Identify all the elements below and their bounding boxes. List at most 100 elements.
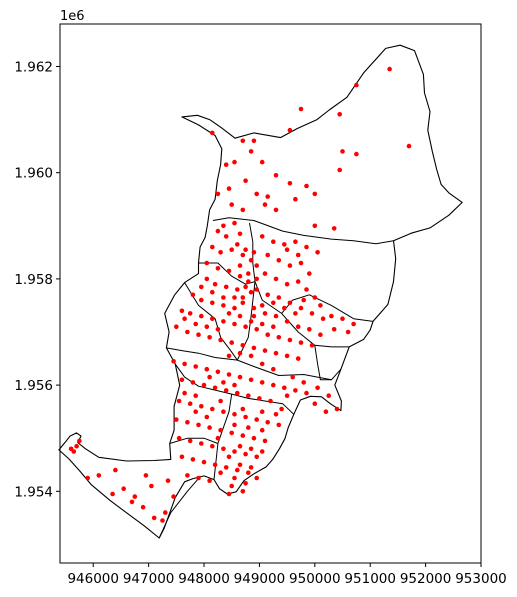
x-tick-label: 950000 [289, 571, 341, 587]
data-point [312, 191, 318, 197]
data-point [262, 202, 268, 207]
data-point [215, 369, 221, 375]
x-tick-label: 951000 [344, 571, 396, 587]
data-point [182, 390, 187, 396]
y-axis: 1.954 1.956 1.958 1.960 1.962 [14, 59, 60, 500]
internal-boundary-1 [212, 217, 394, 245]
data-point [201, 459, 207, 465]
data-point [340, 149, 345, 154]
data-point [240, 252, 246, 258]
data-point [232, 220, 237, 226]
data-point [171, 358, 176, 364]
data-point [337, 112, 343, 117]
data-point [276, 258, 282, 263]
data-point [182, 316, 187, 322]
data-point [387, 66, 392, 72]
data-point [237, 350, 243, 356]
data-point [210, 244, 215, 250]
data-point [207, 478, 212, 484]
y-tick-label: 1.956 [14, 378, 53, 394]
data-point [354, 151, 359, 157]
data-point [185, 473, 190, 478]
data-point [248, 353, 254, 359]
data-point [301, 297, 307, 303]
data-point [193, 409, 198, 415]
y-tick-label: 1.954 [14, 484, 53, 500]
data-point [204, 324, 210, 330]
data-point [240, 343, 246, 348]
data-point [295, 324, 301, 330]
data-point [232, 159, 237, 165]
data-point [293, 196, 298, 202]
x-tick-label: 949000 [234, 571, 286, 587]
data-point [210, 289, 215, 295]
data-point [262, 438, 268, 444]
data-point [243, 324, 248, 330]
y-tick-label: 1.960 [14, 166, 53, 182]
data-point [232, 475, 237, 481]
data-point [282, 385, 287, 391]
data-point [199, 297, 204, 303]
data-point [312, 295, 318, 300]
data-point [273, 207, 279, 213]
data-point [248, 446, 254, 452]
data-point [259, 234, 265, 239]
data-point [237, 374, 243, 380]
data-point [210, 406, 215, 412]
data-point [199, 313, 204, 319]
data-point [210, 443, 215, 449]
data-point [235, 390, 240, 396]
data-point [304, 183, 309, 189]
data-point [110, 491, 115, 497]
data-point [226, 311, 232, 316]
data-point [232, 295, 237, 300]
data-point [237, 313, 243, 319]
data-point [210, 300, 215, 306]
data-point [273, 412, 279, 417]
data-point [226, 491, 232, 497]
data-point [218, 427, 223, 433]
data-point [143, 473, 149, 478]
data-point [254, 327, 259, 332]
data-point [248, 149, 254, 154]
internal-boundary-10 [158, 478, 199, 539]
data-point [243, 284, 248, 290]
data-point [77, 438, 82, 444]
data-point [176, 435, 182, 441]
data-point [309, 343, 315, 348]
data-point [265, 252, 271, 258]
data-point [179, 377, 185, 383]
data-point [331, 327, 337, 332]
data-point [287, 127, 293, 133]
data-point [246, 470, 251, 476]
data-point [354, 82, 359, 88]
data-point [204, 276, 210, 282]
outer-boundary [58, 44, 463, 539]
data-point [331, 226, 337, 231]
data-point [345, 329, 351, 335]
data-point [248, 258, 254, 263]
data-point [199, 284, 204, 290]
data-point [293, 311, 298, 316]
data-point [179, 454, 185, 460]
data-point [240, 207, 246, 213]
data-point [182, 361, 187, 367]
data-point [287, 181, 293, 186]
data-point [243, 481, 248, 486]
data-point [212, 385, 218, 391]
data-point [251, 250, 257, 255]
data-point [226, 372, 232, 377]
data-point [232, 321, 237, 327]
axes-frame [59, 23, 482, 564]
data-point [221, 380, 226, 385]
data-point [163, 510, 168, 515]
data-point [221, 319, 226, 324]
data-point [187, 438, 193, 444]
data-point [298, 305, 304, 311]
data-point [223, 284, 229, 290]
data-point [240, 489, 246, 494]
internal-boundary-11 [236, 281, 256, 361]
x-tick-label: 953000 [455, 571, 507, 587]
data-point [273, 276, 279, 282]
